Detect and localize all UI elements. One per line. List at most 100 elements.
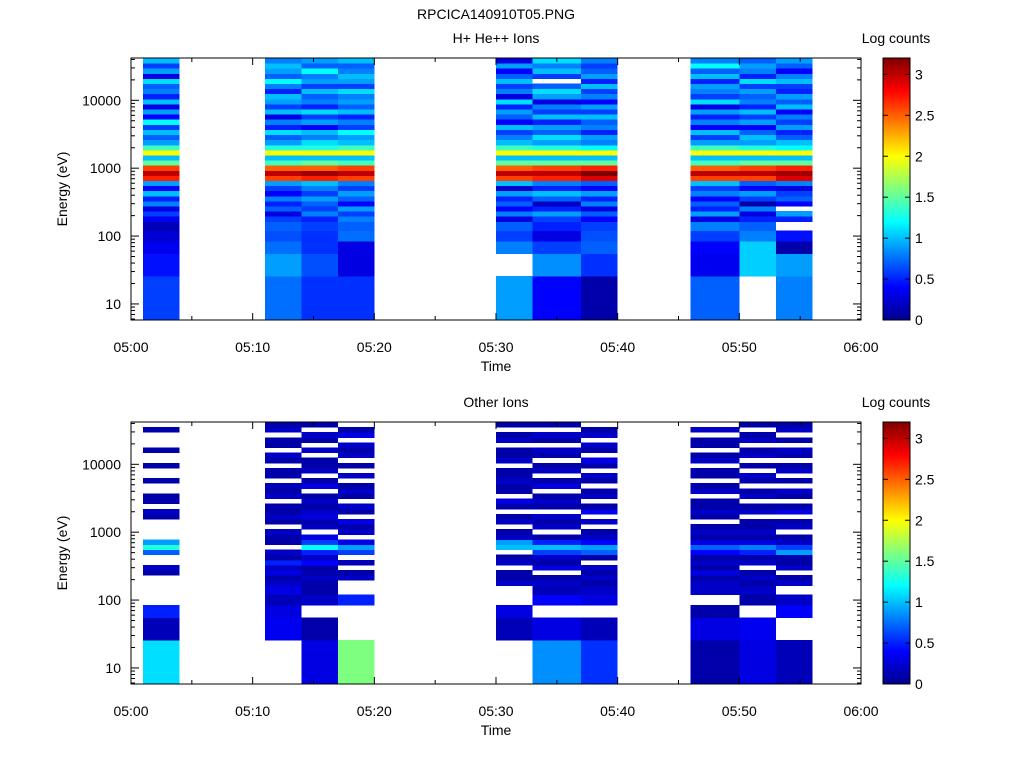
energy-scan [143, 58, 180, 321]
heatmap-cells [143, 422, 813, 685]
heatmap-cell [301, 98, 338, 105]
heatmap-cell [143, 211, 180, 217]
heatmap-cell [264, 564, 302, 571]
heatmap-cell [739, 211, 776, 217]
heatmap-cell [337, 68, 375, 74]
heatmap-cell [264, 83, 302, 90]
heatmap-cell [581, 73, 618, 79]
heatmap-cell [581, 585, 618, 596]
heatmap-cell [581, 78, 618, 85]
heatmap-cell [301, 134, 338, 141]
heatmap-cell [739, 639, 776, 685]
heatmap-cell [581, 68, 618, 74]
heatmap-cell [496, 240, 533, 255]
heatmap-cell [337, 539, 375, 545]
heatmap-cell [739, 114, 776, 120]
heatmap-cell [581, 149, 618, 156]
heatmap-cell [143, 144, 180, 151]
heatmap-cell [775, 518, 813, 525]
heatmap-cell [739, 165, 776, 171]
heatmap-cell [581, 175, 618, 181]
energy-scan [264, 58, 302, 321]
colorbar-tick-label: 0 [915, 676, 923, 692]
heatmap-cell [532, 83, 582, 90]
heatmap-cell [496, 529, 533, 535]
heatmap-cell [301, 447, 338, 454]
colorbar-tick-label: 1 [915, 594, 923, 610]
heatmap-cell [264, 88, 302, 95]
heatmap-cell [581, 503, 618, 510]
heatmap-cell [496, 473, 533, 479]
heatmap-cell [337, 544, 375, 551]
heatmap-cell [496, 73, 533, 79]
energy-scan [337, 58, 375, 321]
heatmap-cell [496, 109, 533, 115]
heatmap-cell [739, 205, 776, 212]
heatmap-cell [581, 462, 618, 469]
heatmap-cell [581, 253, 618, 277]
heatmap-cell [775, 114, 813, 120]
heatmap-cell [496, 467, 533, 474]
heatmap-cell [739, 575, 776, 581]
heatmap-cell [532, 462, 582, 469]
heatmap-cell [581, 211, 618, 217]
heatmap-cell [337, 253, 375, 277]
heatmap-cell [690, 539, 740, 545]
heatmap-cell [690, 240, 740, 255]
heatmap-cell [581, 544, 618, 551]
heatmap-cell [690, 442, 740, 449]
heatmap-cell [264, 124, 302, 130]
heatmap-cell [337, 230, 375, 242]
heatmap-cell [690, 473, 740, 479]
heatmap-cell [337, 205, 375, 212]
heatmap-cell [581, 98, 618, 105]
heatmap-cell [337, 639, 375, 685]
heatmap-cell [496, 114, 533, 120]
heatmap-cell [496, 559, 533, 566]
heatmap-cell [532, 175, 582, 181]
heatmap-cell [532, 230, 582, 242]
heatmap-cell [301, 493, 338, 500]
heatmap-cell [581, 442, 618, 449]
heatmap-cell [337, 124, 375, 130]
heatmap-cell [690, 68, 740, 74]
heatmap-cell [496, 175, 533, 181]
heatmap-cell [143, 190, 180, 197]
heatmap-cell [264, 63, 302, 69]
heatmap-cell [581, 160, 618, 166]
heatmap-cell [690, 580, 740, 586]
heatmap-cell [301, 518, 338, 525]
heatmap-cell [264, 422, 302, 428]
heatmap-cell [301, 119, 338, 125]
heatmap-cell [690, 230, 740, 242]
heatmap-cell [690, 534, 740, 540]
heatmap-cell [690, 617, 740, 641]
y-tick-label: 1000 [90, 160, 121, 176]
heatmap-cell [264, 437, 302, 443]
heatmap-cell [496, 68, 533, 74]
heatmap-cell [739, 63, 776, 69]
heatmap-cell [264, 93, 302, 100]
heatmap-cell [143, 569, 180, 576]
heatmap-cell [775, 427, 813, 433]
heatmap-cell [775, 134, 813, 141]
heatmap-cell [581, 447, 618, 454]
heatmap-cell [739, 240, 776, 255]
colorbar-label: Log counts [862, 394, 931, 410]
heatmap-cell [775, 253, 813, 277]
heatmap-cell [690, 253, 740, 277]
heatmap-cell [264, 604, 302, 619]
heatmap-cell [496, 432, 533, 438]
heatmap-cell [337, 529, 375, 535]
heatmap-cell [496, 275, 533, 321]
heatmap-cell [337, 139, 375, 146]
heatmap-cell [775, 539, 813, 545]
heatmap-cell [496, 513, 533, 520]
heatmap-cell [264, 114, 302, 120]
heatmap-cell [143, 68, 180, 74]
heatmap-cell [337, 109, 375, 115]
heatmap-cell [532, 200, 582, 207]
heatmap-cell [775, 230, 813, 242]
heatmap-cell [739, 473, 776, 479]
